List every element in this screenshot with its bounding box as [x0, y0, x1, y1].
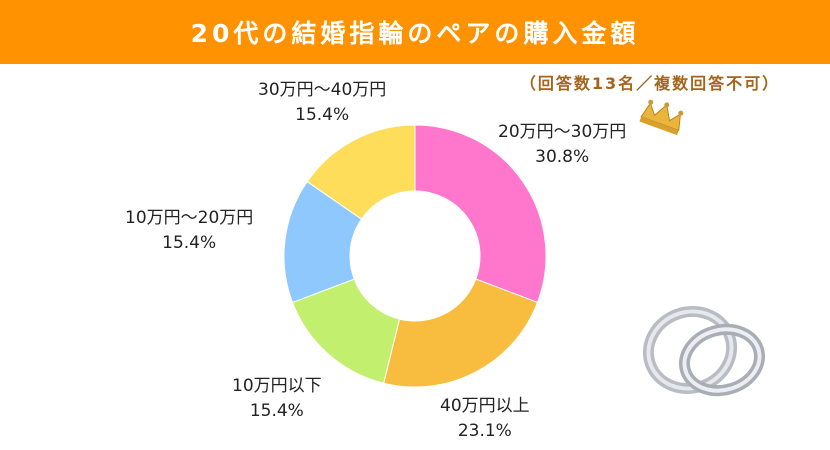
slice-0 — [414, 124, 547, 304]
slice-label-under-10: 10万円以下 15.4% — [232, 376, 322, 421]
slice-1 — [383, 278, 539, 388]
chart-title: 20代の結婚指輪のペアの購入金額 — [0, 0, 830, 64]
slice-label-40-plus: 40万円以上 23.1% — [440, 396, 530, 441]
slice-label-10-20: 10万円〜20万円 15.4% — [125, 208, 254, 253]
wedding-rings-icon — [642, 306, 766, 397]
slice-label-20-30: 20万円〜30万円 30.8% — [498, 122, 627, 167]
crown-icon — [639, 99, 684, 136]
slice-4 — [306, 124, 416, 220]
chart-subtitle: （回答数13名／複数回答不可） — [519, 74, 781, 93]
slice-label-30-40: 30万円〜40万円 15.4% — [258, 80, 387, 125]
